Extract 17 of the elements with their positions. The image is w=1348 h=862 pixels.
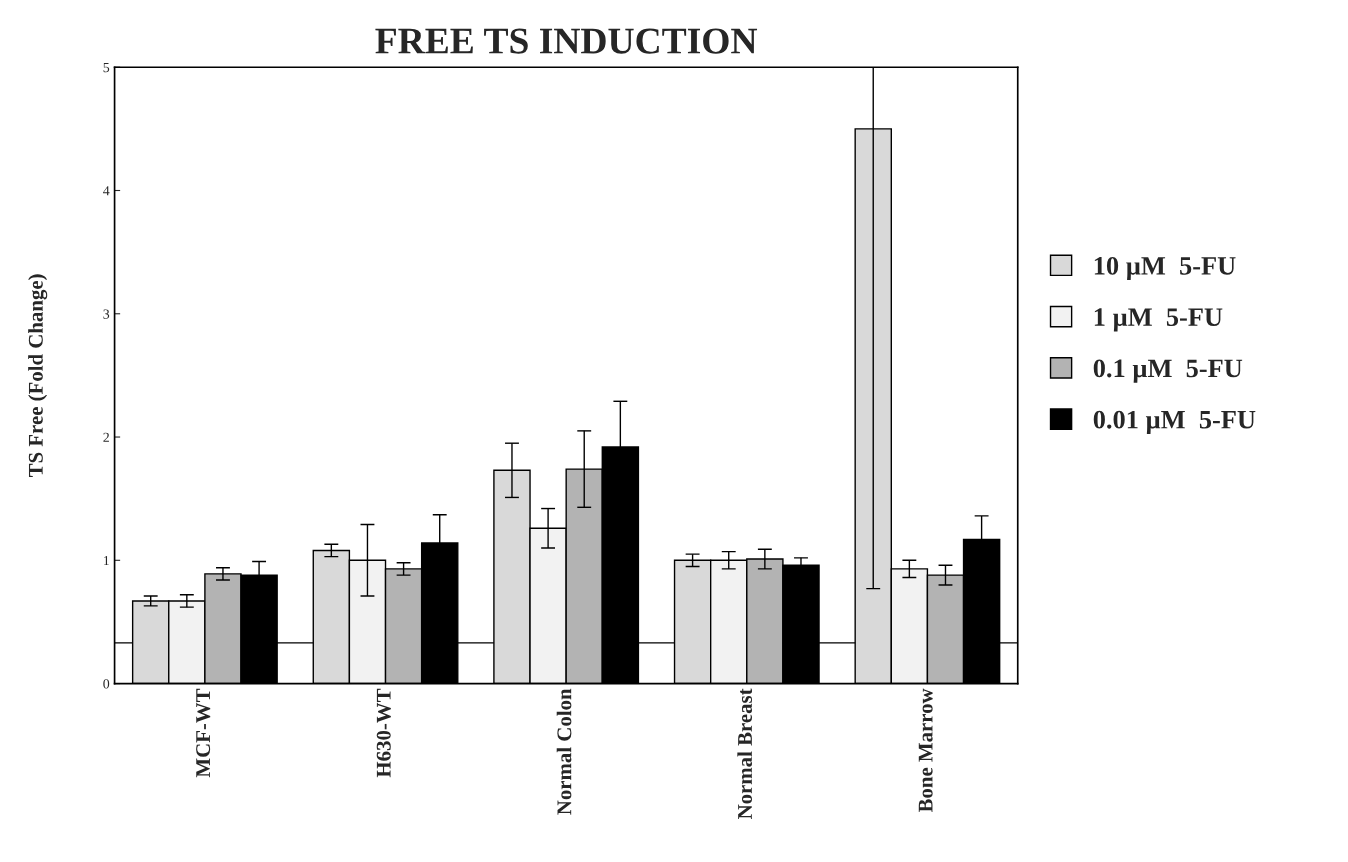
- y-tick-label: 5: [103, 62, 110, 73]
- x-tick-label: H630-WT: [376, 688, 391, 778]
- legend-label: 10 µM 5-FU: [1094, 256, 1236, 281]
- legend-label: 0.01 µM 5-FU: [1093, 410, 1256, 434]
- x-tick-label: MCF-WT: [196, 688, 211, 778]
- x-tick-label: Bone Marrow: [918, 688, 933, 813]
- y-tick-label: 1: [104, 555, 109, 566]
- x-tick-label: Normal Colon: [556, 688, 572, 815]
- y-axis-title: TS Free (Fold Change): [28, 274, 48, 478]
- x-tick-label: Normal Breast: [737, 688, 753, 819]
- legend-label: 0.1 µM 5-FU: [1093, 359, 1243, 383]
- y-tick-label: 0: [103, 679, 110, 689]
- y-tick-label: 2: [103, 432, 109, 442]
- y-tick-label: 3: [103, 309, 110, 319]
- y-tick-label: 4: [103, 186, 110, 196]
- legend-label: 1 µM 5-FU: [1094, 308, 1223, 332]
- chart-title: FREE TS INDUCTION: [375, 28, 758, 54]
